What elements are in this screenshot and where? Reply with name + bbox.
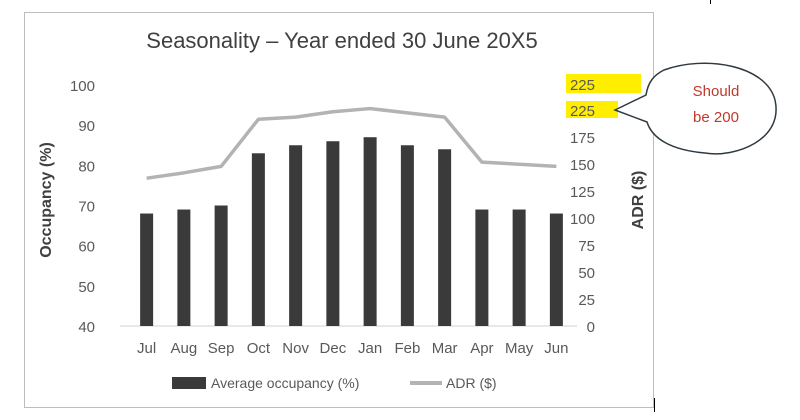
legend-swatch-occupancy (172, 377, 206, 389)
x-tick-label: Jul (137, 340, 156, 357)
y-tick-label: 100 (70, 78, 95, 95)
callout-bubble: Should be 200 (613, 62, 777, 155)
bar-occupancy-dec (326, 141, 340, 326)
callout-text: Should (693, 83, 740, 100)
legend-label-adr: ADR ($) (446, 375, 497, 391)
legend-label-occupancy: Average occupancy (%) (211, 375, 359, 391)
y2-tick-label: 175 (570, 130, 595, 147)
bar-occupancy-apr (475, 209, 489, 326)
x-tick-label: Jun (544, 340, 568, 357)
adr-line (146, 106, 557, 180)
y2-tick-label: 125 (570, 184, 595, 201)
plot-area: 40 50 60 70 80 90 100 0 25 50 75 100 125 150 175 225 225… (70, 77, 595, 357)
bar-occupancy-feb (400, 145, 414, 326)
bar-occupancy-nov (289, 145, 303, 326)
y2-tick-label: 100 (570, 211, 595, 228)
legend: Average occupancy (%) ADR ($) (172, 375, 497, 391)
x-tick-label: Jan (358, 340, 382, 357)
x-tick-label: Nov (282, 340, 309, 357)
y2-tick-label: 150 (570, 157, 595, 174)
y2-tick-label: 75 (578, 238, 595, 255)
x-tick-label: Aug (171, 340, 198, 357)
bar-occupancy-aug (177, 209, 191, 326)
y2-axis-label: ADR ($) (630, 171, 647, 230)
y2-tick-label: 225 (570, 103, 595, 120)
bar-occupancy-sep (214, 205, 228, 326)
y-tick-label: 80 (78, 158, 95, 175)
y2-tick-label: 25 (578, 292, 595, 309)
bar-occupancy-may (512, 209, 526, 326)
x-tick-label: Feb (394, 340, 420, 357)
text-cursor-mark-top (710, 0, 711, 4)
y-tick-label: 70 (78, 199, 95, 216)
bar-occupancy-jul (140, 213, 154, 326)
text-cursor-mark (654, 398, 655, 412)
chart-title: Seasonality – Year ended 30 June 20X5 (146, 28, 537, 53)
y-tick-label: 90 (78, 118, 95, 135)
x-tick-label: Mar (432, 340, 458, 357)
bar-occupancy-jan (363, 137, 377, 326)
callout-outline (613, 62, 777, 155)
bar-occupancy-jun (549, 213, 563, 326)
highlight-box (566, 101, 618, 118)
y-tick-label: 60 (78, 239, 95, 256)
x-tick-label: Oct (247, 340, 271, 357)
y-tick-label: 50 (78, 279, 95, 296)
x-tick-label: Sep (208, 340, 235, 357)
x-tick-label: Dec (320, 340, 347, 357)
x-tick-label: Apr (470, 340, 493, 357)
y-tick-label: 40 (78, 319, 95, 336)
y2-tick-label: 225 (570, 77, 595, 94)
highlight-box (566, 74, 641, 93)
x-tick-label: May (505, 340, 534, 357)
callout-text: be 200 (693, 109, 739, 126)
bar-occupancy-oct (251, 153, 265, 326)
y2-tick-label: 0 (587, 319, 595, 336)
y-axis-label: Occupancy (%) (38, 142, 55, 258)
y2-tick-label: 50 (578, 265, 595, 282)
bar-occupancy-mar (438, 149, 452, 326)
annotation-callout (566, 74, 641, 118)
